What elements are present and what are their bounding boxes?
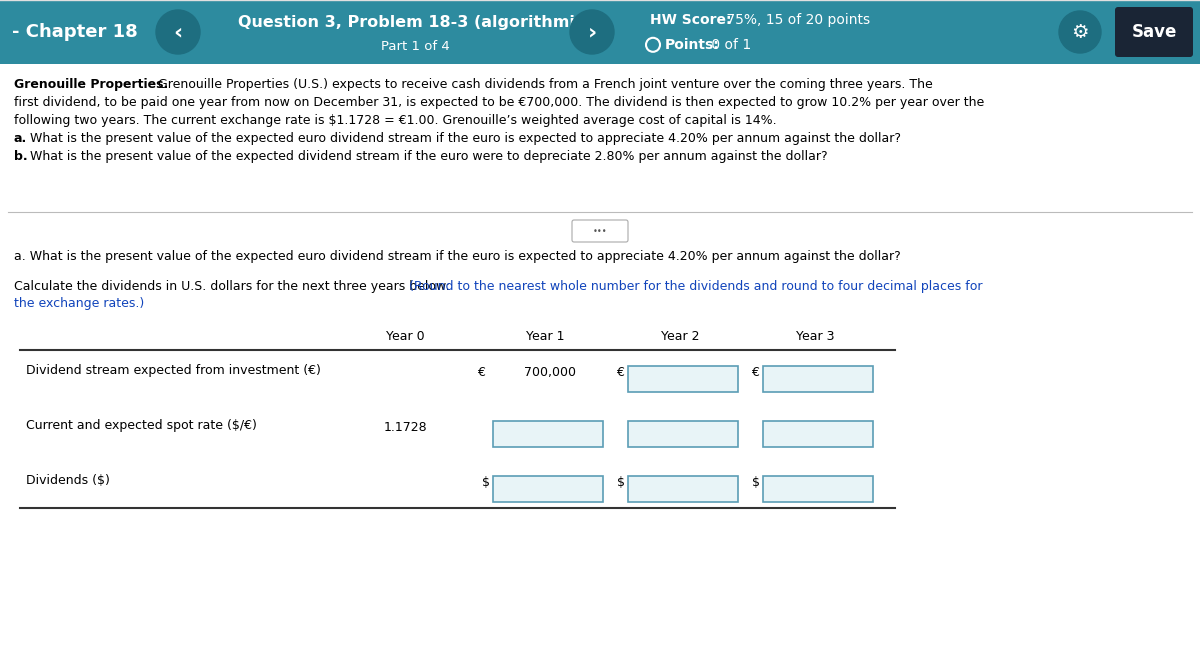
Bar: [0, 0, 1200, 64]
Text: Year 0: Year 0: [385, 330, 425, 343]
FancyBboxPatch shape: [1115, 7, 1193, 57]
Text: What is the present value of the expected dividend stream if the euro were to de: What is the present value of the expecte…: [26, 150, 828, 163]
Text: the exchange rates.): the exchange rates.): [14, 297, 144, 310]
Text: Year 1: Year 1: [526, 330, 564, 343]
Text: Part 1 of 4: Part 1 of 4: [380, 40, 449, 53]
Text: ⚙: ⚙: [1072, 22, 1088, 42]
Bar: [493, 421, 604, 447]
Bar: [628, 476, 738, 502]
Text: Calculate the dividends in U.S. dollars for the next three years below:: Calculate the dividends in U.S. dollars …: [14, 280, 450, 293]
Text: $: $: [752, 476, 760, 489]
FancyBboxPatch shape: [572, 220, 628, 242]
Text: Save: Save: [1132, 23, 1177, 41]
Bar: [628, 421, 738, 447]
Text: - Chapter 18: - Chapter 18: [12, 23, 138, 41]
Bar: [763, 421, 874, 447]
Text: ›: ›: [587, 22, 596, 42]
Text: 1.1728: 1.1728: [383, 421, 427, 434]
Text: Question 3, Problem 18-3 (algorithmic): Question 3, Problem 18-3 (algorithmic): [238, 15, 592, 30]
Text: a.: a.: [14, 132, 28, 145]
Text: (Round to the nearest whole number for the dividends and round to four decimal p: (Round to the nearest whole number for t…: [401, 280, 983, 293]
Text: Dividends ($): Dividends ($): [26, 474, 110, 487]
Text: first dividend, to be paid one year from now on December 31, is expected to be €: first dividend, to be paid one year from…: [14, 96, 984, 109]
Text: $: $: [482, 476, 490, 489]
Text: 0 of 1: 0 of 1: [707, 38, 751, 52]
Text: Current and expected spot rate ($/€): Current and expected spot rate ($/€): [26, 419, 257, 432]
Text: •••: •••: [593, 227, 607, 235]
Text: Grenouille Properties.: Grenouille Properties.: [14, 78, 168, 91]
Text: €: €: [751, 366, 760, 379]
Text: Grenouille Properties (U.S.) expects to receive cash dividends from a French joi: Grenouille Properties (U.S.) expects to …: [150, 78, 934, 91]
Bar: [493, 476, 604, 502]
Text: 75%, 15 of 20 points: 75%, 15 of 20 points: [722, 13, 870, 28]
Circle shape: [156, 10, 200, 54]
Text: 700,000: 700,000: [524, 366, 576, 379]
Text: What is the present value of the expected euro dividend stream if the euro is ex: What is the present value of the expecte…: [26, 132, 901, 145]
Circle shape: [570, 10, 614, 54]
Text: Points:: Points:: [665, 38, 720, 52]
Text: ‹: ‹: [173, 22, 182, 42]
Text: b.: b.: [14, 150, 28, 163]
Bar: [628, 366, 738, 392]
Bar: [763, 366, 874, 392]
Text: HW Score:: HW Score:: [650, 13, 732, 28]
Text: Dividend stream expected from investment (€): Dividend stream expected from investment…: [26, 364, 320, 377]
Bar: [763, 476, 874, 502]
Text: a. What is the present value of the expected euro dividend stream if the euro is: a. What is the present value of the expe…: [14, 250, 901, 263]
Text: $: $: [617, 476, 625, 489]
Text: following two years. The current exchange rate is $1.1728 = €1.00. Grenouille’s : following two years. The current exchang…: [14, 114, 776, 127]
Text: €: €: [616, 366, 624, 379]
Circle shape: [1060, 11, 1102, 53]
Text: €: €: [478, 366, 485, 379]
Text: Year 3: Year 3: [796, 330, 834, 343]
Text: Year 2: Year 2: [661, 330, 700, 343]
